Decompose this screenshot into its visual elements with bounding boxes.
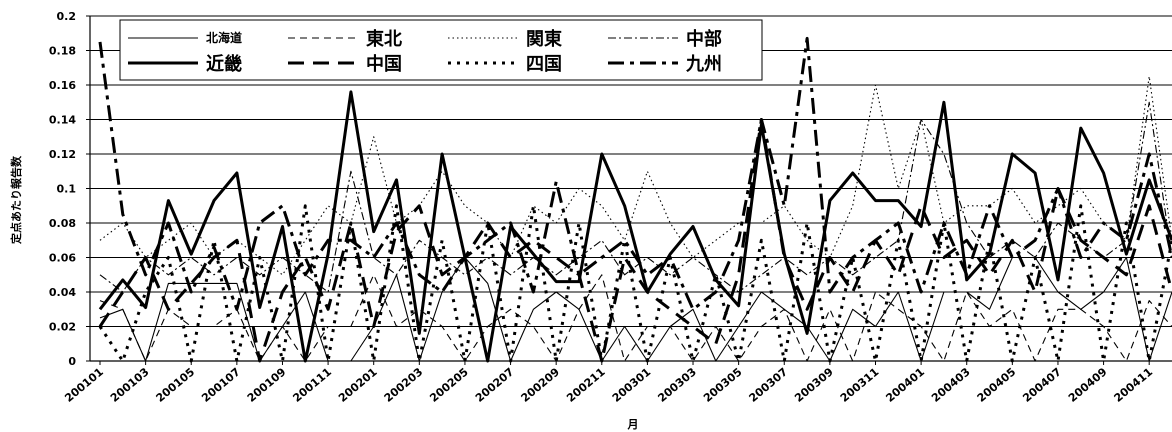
legend-label: 中部 <box>686 28 722 50</box>
x-tick-label: 200101 <box>62 365 106 404</box>
legend-label: 東北 <box>366 28 402 50</box>
x-tick-label: 200403 <box>929 365 973 404</box>
y-tick-label: 0.12 <box>49 148 76 161</box>
y-tick-label: 0.02 <box>49 321 76 334</box>
x-tick-label: 200311 <box>838 365 882 404</box>
legend-label: 中国 <box>366 53 402 75</box>
x-tick-label: 200405 <box>975 365 1019 404</box>
x-tick-label: 200309 <box>792 365 836 404</box>
legend-label: 関東 <box>526 28 562 50</box>
y-axis-title: 定点あたり報告数 <box>9 155 23 244</box>
x-tick-label: 200207 <box>473 365 517 404</box>
y-tick-label: 0 <box>68 355 76 368</box>
x-tick-label: 200203 <box>382 365 426 404</box>
y-tick-label: 0.08 <box>49 217 76 230</box>
y-tick-label: 0.06 <box>49 252 76 265</box>
x-tick-label: 200201 <box>336 365 380 404</box>
y-tick-label: 0.2 <box>57 10 77 23</box>
series-layer <box>98 36 1172 363</box>
y-tick-labels: 0 0.02 0.04 0.06 0.08 0.1 0.12 0.14 0.16 0.18 0.2 <box>49 10 90 368</box>
x-tick-label: 200407 <box>1020 365 1064 404</box>
x-tick-label: 200105 <box>154 365 198 404</box>
x-tick-label: 200107 <box>199 365 243 404</box>
x-tick-label: 200211 <box>564 365 608 404</box>
y-tick-label: 0.18 <box>49 45 76 58</box>
y-tick-label: 0.14 <box>49 114 76 127</box>
x-tick-label: 200111 <box>290 365 334 404</box>
x-tick-label: 200305 <box>701 365 745 404</box>
x-tick-label: 200301 <box>610 365 654 404</box>
x-tick-label: 200205 <box>427 365 471 404</box>
legend-box <box>119 19 763 81</box>
legend-label: 九州 <box>685 54 722 75</box>
legend-label: 北海道 <box>206 30 242 45</box>
series-line-6 <box>98 118 1172 363</box>
x-tick-label: 200303 <box>655 365 699 404</box>
x-tick-label: 200109 <box>245 365 289 404</box>
legend-label: 近畿 <box>206 53 242 75</box>
series-line-8 <box>98 36 1172 311</box>
x-tick-label: 200307 <box>747 365 791 404</box>
x-tick-label: 200409 <box>1066 365 1110 404</box>
x-tick-label: 200401 <box>883 365 927 404</box>
x-axis-title: 月 <box>627 418 639 431</box>
x-tick-label: 200411 <box>1112 365 1156 404</box>
series-line-1 <box>99 256 1172 362</box>
legend-label: 四国 <box>526 54 562 75</box>
y-tick-label: 0.16 <box>49 79 76 92</box>
x-tick-label: 200209 <box>519 365 563 404</box>
x-tick-label: 200103 <box>108 365 152 404</box>
series-line-5 <box>98 90 1172 363</box>
y-tick-label: 0.04 <box>49 286 76 299</box>
x-tick-labels: 200101 200103 200105 200107 200109 200111 2002… <box>62 361 1155 405</box>
y-tick-label: 0.1 <box>57 183 77 196</box>
